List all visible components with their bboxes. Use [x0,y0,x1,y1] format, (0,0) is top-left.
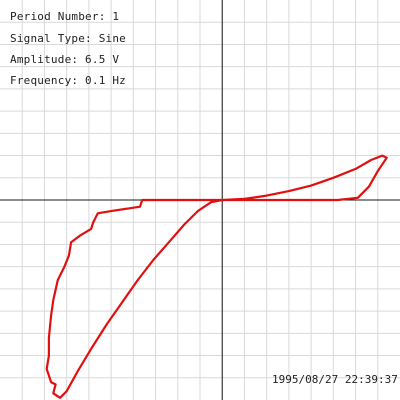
period-number-label: Period Number: 1 [10,10,120,23]
timestamp-label: 1995/08/27 22:39:37 [272,373,398,386]
amplitude-label: Amplitude: 6.5 V [10,53,120,66]
signal-type-label: Signal Type: Sine [10,32,126,45]
frequency-label: Frequency: 0.1 Hz [10,74,126,87]
hysteresis-trace [45,154,388,399]
